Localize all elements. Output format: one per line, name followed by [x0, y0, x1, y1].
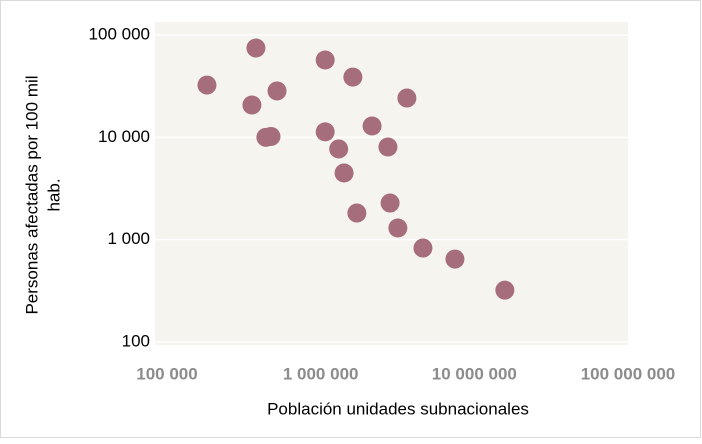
point	[388, 218, 408, 238]
point	[397, 88, 417, 108]
x-tick-label: 10 000 000	[432, 364, 517, 383]
point	[329, 139, 349, 159]
point	[380, 193, 400, 213]
point	[267, 81, 287, 101]
x-axis-label: Población unidades subnacionales	[267, 399, 529, 418]
point	[378, 137, 398, 157]
point	[413, 238, 433, 258]
point	[246, 38, 266, 58]
y-tick-label: 100	[122, 331, 150, 350]
y-tick-label: 1 000	[107, 229, 150, 248]
y-tick-label: 10 000	[98, 127, 150, 146]
point	[242, 95, 262, 115]
point	[334, 163, 354, 183]
point	[362, 116, 382, 136]
point	[197, 75, 217, 95]
point	[445, 249, 465, 269]
point	[261, 126, 281, 146]
point	[347, 203, 367, 223]
point	[495, 280, 515, 300]
x-tick-label: 100 000	[136, 364, 197, 383]
x-tick-label: 100 000 000	[581, 364, 676, 383]
point	[343, 67, 363, 87]
y-axis-label: Personas afectadas por 100 mil	[22, 75, 41, 314]
point	[315, 122, 335, 142]
point	[315, 50, 335, 70]
plot-area	[155, 22, 628, 345]
y-axis-label: hab.	[44, 178, 63, 211]
x-tick-label: 1 000 000	[283, 364, 359, 383]
y-tick-label: 100 000	[89, 24, 150, 43]
